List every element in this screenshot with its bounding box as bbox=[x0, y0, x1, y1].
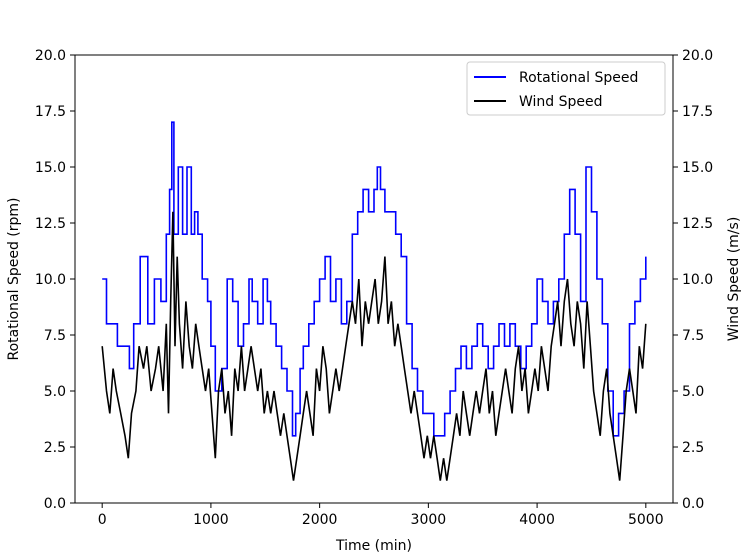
y-right-tick-label: 7.5 bbox=[682, 328, 704, 344]
y-right-tick-label: 10.0 bbox=[682, 272, 713, 288]
y-right-tick-label: 17.5 bbox=[682, 104, 713, 120]
y-axis-right-label: Wind Speed (m/s) bbox=[726, 217, 742, 342]
x-tick-label: 2000 bbox=[302, 512, 338, 528]
y-left-tick-label: 17.5 bbox=[35, 104, 66, 120]
y-left-tick-label: 5.0 bbox=[44, 384, 66, 400]
x-tick-label: 4000 bbox=[519, 512, 555, 528]
y-axis-left-label: Rotational Speed (rpm) bbox=[6, 197, 22, 360]
y-left-tick-label: 20.0 bbox=[35, 48, 66, 64]
y-left-tick-label: 7.5 bbox=[44, 328, 66, 344]
legend-box bbox=[466, 61, 666, 116]
y-left-tick-label: 10.0 bbox=[35, 272, 66, 288]
plot-area bbox=[75, 55, 673, 503]
legend-label-wind-speed: Wind Speed bbox=[519, 94, 603, 110]
series-line-wind-speed bbox=[101, 211, 647, 481]
x-tick-label: 3000 bbox=[411, 512, 447, 528]
x-tick-label: 5000 bbox=[628, 512, 664, 528]
y-right-tick-label: 2.5 bbox=[682, 440, 704, 456]
y-left-tick-label: 12.5 bbox=[35, 216, 66, 232]
y-right-tick-label: 15.0 bbox=[682, 160, 713, 176]
y-right-tick-label: 0.0 bbox=[682, 496, 704, 512]
y-left-tick-label: 15.0 bbox=[35, 160, 66, 176]
x-axis-label: Time (min) bbox=[335, 538, 412, 554]
x-axis: 0 1000 2000 3000 4000 5000 bbox=[98, 503, 664, 528]
y-axis-right: 0.0 2.5 5.0 7.5 10.0 12.5 15.0 17.5 20.0 bbox=[673, 48, 713, 512]
y-right-tick-label: 12.5 bbox=[682, 216, 713, 232]
y-right-tick-label: 20.0 bbox=[682, 48, 713, 64]
series-line-rotational-speed bbox=[102, 121, 647, 437]
y-right-tick-label: 5.0 bbox=[682, 384, 704, 400]
legend-label-rotational-speed: Rotational Speed bbox=[519, 70, 638, 86]
x-tick-label: 1000 bbox=[193, 512, 229, 528]
x-tick-label: 0 bbox=[98, 512, 107, 528]
axes-background bbox=[75, 55, 673, 503]
y-left-tick-label: 0.0 bbox=[44, 496, 66, 512]
y-left-tick-label: 2.5 bbox=[44, 440, 66, 456]
series-layer bbox=[101, 121, 647, 481]
legend: Rotational Speed Wind Speed bbox=[466, 61, 666, 116]
y-axis-left: 0.0 2.5 5.0 7.5 10.0 12.5 15.0 17.5 20.0 bbox=[35, 48, 75, 512]
